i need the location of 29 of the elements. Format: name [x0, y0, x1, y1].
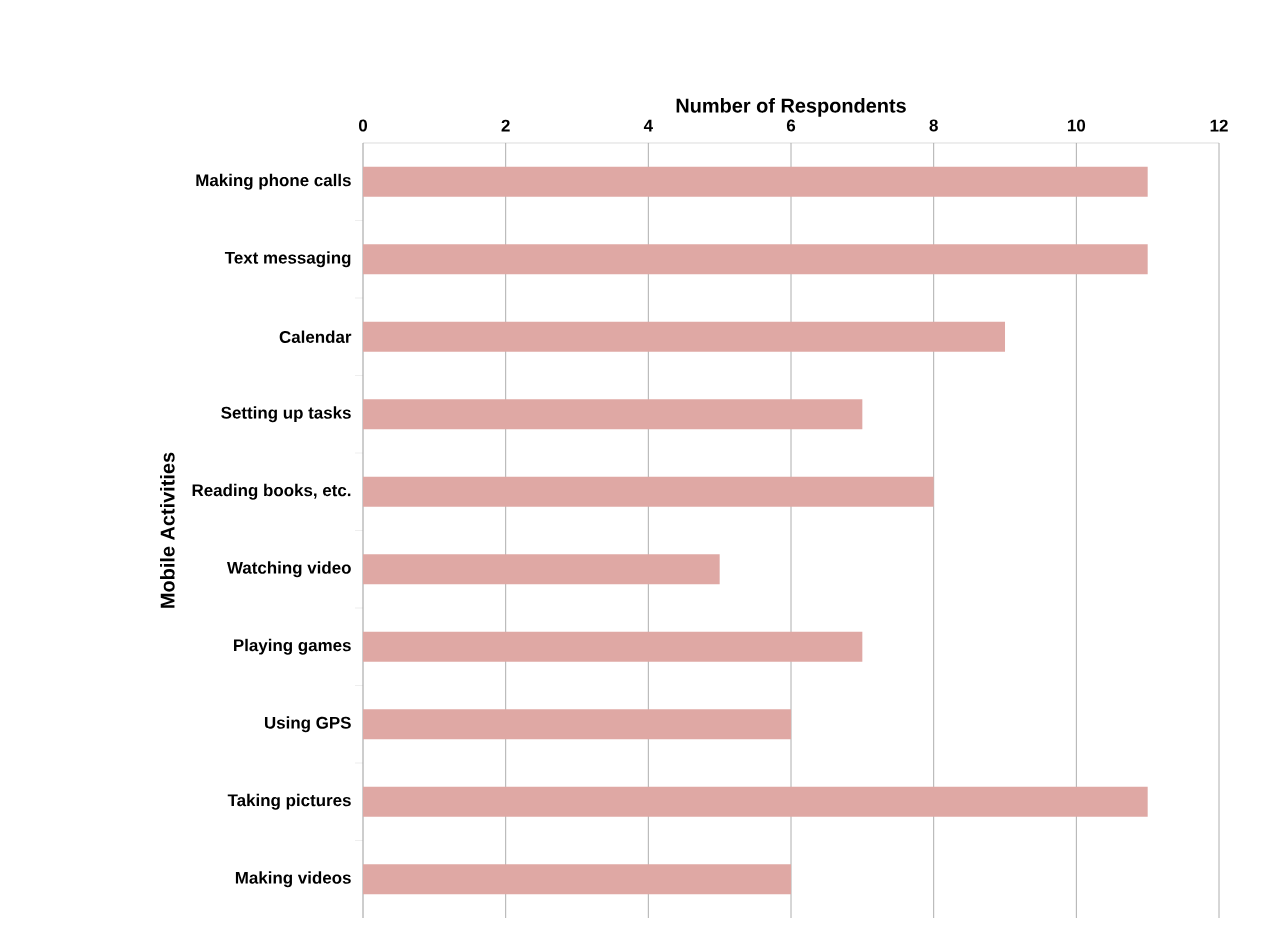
x-tick-label: 4: [643, 119, 653, 132]
bar: [363, 631, 863, 662]
y-tick-label: Watching video: [226, 561, 351, 578]
bar: [363, 166, 1148, 197]
y-tick-label: Taking pictures: [227, 793, 351, 810]
y-tick-label: Calendar: [279, 330, 352, 343]
y-tick-label: Setting up tasks: [221, 406, 351, 423]
y-tick-label: Text messaging: [224, 251, 351, 268]
x-tick-label: 6: [786, 119, 796, 132]
y-tick-label: Making videos: [235, 871, 351, 888]
y-tick-label: Making phone calls: [196, 173, 351, 190]
x-axis-title: Number of Respondents: [676, 98, 906, 117]
y-axis-title: Mobile Activities: [160, 452, 175, 608]
x-tick-label: 0: [358, 119, 368, 132]
bar: [363, 476, 934, 507]
x-tick-label: 2: [501, 119, 510, 132]
x-tick-label: 12: [1210, 119, 1228, 132]
x-tick-label: 10: [1067, 119, 1086, 132]
bar: [363, 399, 863, 430]
bar: [363, 321, 1006, 352]
y-tick-label: Playing games: [234, 638, 351, 655]
bar: [363, 709, 792, 740]
bar: [363, 864, 792, 895]
bar: [363, 786, 1148, 817]
y-tick-label: Using GPS: [264, 716, 351, 733]
bar: [363, 554, 720, 585]
bar: [363, 244, 1148, 275]
y-tick-label: Reading books, etc.: [192, 483, 351, 500]
x-tick-label: 8: [929, 119, 938, 132]
